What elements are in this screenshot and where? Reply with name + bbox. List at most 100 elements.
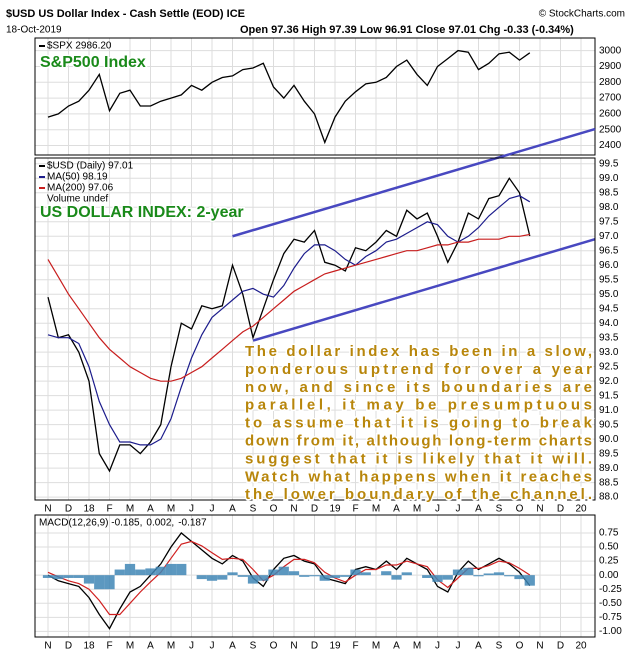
y-tick-label: 88.0 (599, 492, 619, 503)
histogram-bar (94, 575, 105, 590)
histogram-bar (155, 566, 166, 576)
series-line (47, 177, 531, 473)
annotation: suggest that it is likely that it will. (245, 450, 592, 467)
histogram-bar (237, 575, 248, 577)
histogram-bar (299, 575, 310, 577)
histogram-bar (422, 575, 433, 578)
histogram-bar (206, 575, 218, 581)
x-tick-label: O (270, 504, 278, 515)
histogram-bar (104, 575, 115, 590)
series-line (47, 195, 531, 446)
x-tick-label: N (44, 504, 51, 515)
histogram-bar (145, 568, 156, 576)
histogram-bar (391, 575, 402, 580)
y-tick-label: 91.5 (599, 390, 619, 401)
y-tick-label: 94.5 (599, 303, 619, 314)
histogram-bar (124, 563, 136, 576)
histogram-bar (53, 575, 64, 580)
histogram-bar (329, 575, 341, 578)
histogram-bar (319, 575, 330, 581)
histogram-bar (483, 573, 494, 576)
x-tick-label: D (311, 641, 318, 652)
x-tick-label: M (126, 504, 134, 515)
panel-border (34, 514, 596, 638)
x-tick-label: M (126, 641, 134, 652)
y-tick-label: 92.0 (599, 376, 619, 387)
x-tick-label: D (65, 504, 72, 515)
histogram-bar (360, 572, 371, 576)
x-tick-label: A (229, 504, 236, 515)
histogram-bar (452, 569, 464, 576)
x-tick-label: S (250, 641, 257, 652)
x-tick-label: N (290, 504, 297, 515)
y-tick-label: 96.5 (599, 245, 619, 256)
x-tick-label: M (167, 504, 175, 515)
histogram-bar (135, 569, 146, 576)
annotation: the lower boundary of the channel. (245, 486, 592, 503)
annotation: down from it, although long-term charts (245, 432, 592, 449)
histogram-bar (350, 569, 361, 576)
histogram-bar (309, 575, 320, 577)
x-tick-label: 18 (83, 641, 95, 652)
y-tick-label: 92.5 (599, 361, 619, 372)
y-tick-label: 90.5 (599, 419, 619, 430)
x-tick-label: N (44, 641, 51, 652)
histogram-bar (524, 575, 535, 586)
x-tick-label: F (106, 504, 112, 515)
histogram-bar (432, 575, 443, 582)
panel-border (34, 37, 596, 156)
y-tick-label: 99.0 (599, 173, 619, 184)
histogram-bar (401, 572, 412, 576)
y-tick-label: -0.75 (599, 612, 622, 623)
date: 18-Oct-2019 (6, 25, 62, 36)
y-tick-label: 0.50 (599, 542, 619, 553)
legend-entry: $USD (Daily) 97.01 (47, 161, 134, 172)
histogram-bar (227, 572, 238, 576)
x-tick-label: J (210, 641, 215, 652)
histogram-bar (473, 575, 484, 577)
legend-entry: MA(200) 97.06 (47, 183, 114, 194)
x-tick-label: D (311, 504, 318, 515)
histogram-bar (493, 572, 505, 576)
panel-border (34, 157, 596, 501)
y-tick-label: 2400 (599, 140, 622, 151)
legend-entry: -0.187 (178, 518, 207, 529)
x-tick-label: F (352, 641, 358, 652)
x-tick-label: J (435, 641, 440, 652)
y-tick-label: 2500 (599, 124, 622, 135)
x-tick-label: S (496, 504, 503, 515)
histogram-bar (504, 575, 515, 577)
y-tick-label: 91.0 (599, 405, 619, 416)
histogram-bar (247, 575, 259, 584)
x-tick-label: M (413, 641, 421, 652)
x-tick-label: A (147, 504, 154, 515)
y-tick-label: 0.25 (599, 556, 619, 567)
y-tick-label: -1.00 (599, 626, 622, 637)
ohlc: Open 97.36 High 97.39 Low 96.91 Close 97… (240, 24, 574, 36)
x-tick-label: O (270, 641, 278, 652)
x-tick-label: O (516, 504, 524, 515)
y-tick-label: 98.5 (599, 187, 619, 198)
annotation: ponderous uptrend for over a year (245, 361, 592, 378)
histogram-bar (442, 575, 453, 580)
histogram-bar (114, 569, 125, 576)
y-tick-label: 2600 (599, 109, 622, 120)
histogram-bar (217, 575, 228, 580)
histogram-bar (165, 563, 177, 576)
x-tick-label: J (189, 504, 194, 515)
histogram-bar (42, 575, 54, 578)
histogram-bar (176, 563, 187, 576)
x-tick-label: F (352, 504, 358, 515)
y-tick-label: 3000 (599, 45, 622, 56)
x-tick-label: S (250, 504, 257, 515)
y-tick-label: 95.5 (599, 274, 619, 285)
x-tick-label: J (456, 641, 461, 652)
panel-label: S&P500 Index (40, 54, 146, 71)
y-tick-label: 90.0 (599, 434, 619, 445)
histogram-bar (268, 569, 279, 576)
x-tick-label: A (393, 641, 400, 652)
histogram-bar (278, 566, 289, 576)
x-tick-label: A (229, 641, 236, 652)
x-tick-label: J (210, 504, 215, 515)
histogram-bar (73, 575, 84, 578)
